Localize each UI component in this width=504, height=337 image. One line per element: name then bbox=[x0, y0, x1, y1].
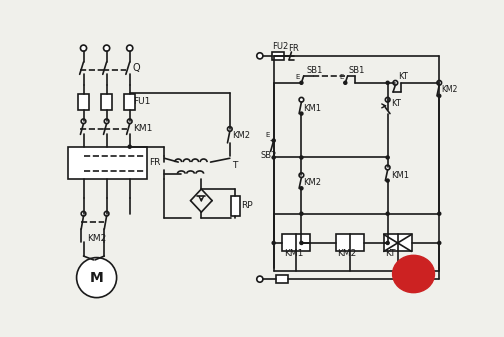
Text: KM1: KM1 bbox=[134, 124, 153, 133]
Circle shape bbox=[344, 81, 347, 84]
Text: KT: KT bbox=[391, 99, 401, 108]
Circle shape bbox=[257, 276, 263, 282]
Circle shape bbox=[386, 97, 390, 102]
Text: -: - bbox=[269, 135, 273, 145]
Circle shape bbox=[300, 81, 303, 84]
Circle shape bbox=[77, 257, 116, 298]
Text: KM2: KM2 bbox=[441, 85, 457, 94]
Text: KT: KT bbox=[386, 249, 396, 258]
Circle shape bbox=[127, 45, 133, 51]
Text: Q: Q bbox=[132, 63, 140, 73]
Circle shape bbox=[386, 241, 389, 244]
Text: SB1: SB1 bbox=[348, 66, 365, 75]
Text: RP: RP bbox=[241, 201, 253, 210]
Circle shape bbox=[300, 241, 303, 244]
Bar bbox=[68, 147, 147, 179]
Text: KM1: KM1 bbox=[391, 171, 409, 180]
Bar bbox=[78, 94, 89, 110]
Circle shape bbox=[300, 187, 303, 190]
Circle shape bbox=[386, 156, 389, 159]
Circle shape bbox=[386, 212, 389, 215]
Circle shape bbox=[128, 145, 131, 148]
Circle shape bbox=[81, 119, 86, 124]
Circle shape bbox=[257, 53, 263, 59]
Circle shape bbox=[300, 112, 303, 115]
Bar bbox=[101, 94, 112, 110]
Bar bbox=[276, 275, 288, 283]
Circle shape bbox=[81, 211, 86, 216]
Circle shape bbox=[299, 173, 304, 178]
Circle shape bbox=[386, 179, 389, 182]
Text: KM2: KM2 bbox=[232, 131, 250, 140]
Circle shape bbox=[104, 211, 109, 216]
Text: T: T bbox=[232, 161, 237, 171]
Text: KM2: KM2 bbox=[303, 178, 321, 187]
Text: FR: FR bbox=[149, 158, 160, 166]
Circle shape bbox=[299, 97, 304, 102]
Circle shape bbox=[300, 212, 303, 215]
Text: FU2: FU2 bbox=[272, 42, 288, 51]
Circle shape bbox=[386, 165, 390, 170]
Text: KM1: KM1 bbox=[303, 104, 321, 113]
Bar bbox=[282, 235, 310, 251]
Circle shape bbox=[128, 119, 132, 124]
Circle shape bbox=[437, 81, 442, 85]
Text: KT: KT bbox=[399, 72, 408, 81]
Text: -: - bbox=[299, 77, 302, 87]
Circle shape bbox=[81, 45, 87, 51]
Bar bbox=[384, 235, 412, 251]
Circle shape bbox=[437, 94, 441, 97]
Text: M: M bbox=[90, 271, 103, 285]
Circle shape bbox=[437, 212, 441, 215]
Circle shape bbox=[103, 45, 110, 51]
Text: FR: FR bbox=[288, 43, 299, 53]
Text: E: E bbox=[295, 74, 300, 81]
Circle shape bbox=[272, 139, 275, 142]
Circle shape bbox=[437, 241, 441, 244]
Text: FU1: FU1 bbox=[134, 97, 151, 106]
Circle shape bbox=[272, 241, 275, 244]
Text: E: E bbox=[339, 74, 344, 81]
Text: SB1: SB1 bbox=[306, 66, 323, 75]
Text: E: E bbox=[265, 132, 270, 138]
Text: KM2: KM2 bbox=[87, 234, 107, 243]
Bar bbox=[336, 235, 364, 251]
Text: SB2: SB2 bbox=[261, 151, 277, 160]
Circle shape bbox=[393, 81, 398, 85]
Text: KM2: KM2 bbox=[338, 249, 357, 258]
Text: -: - bbox=[343, 77, 346, 87]
Circle shape bbox=[227, 127, 232, 131]
Bar bbox=[272, 52, 284, 60]
Circle shape bbox=[386, 81, 389, 84]
Circle shape bbox=[300, 156, 303, 159]
Bar bbox=[231, 196, 240, 216]
Circle shape bbox=[104, 119, 109, 124]
Bar bbox=[124, 94, 135, 110]
Circle shape bbox=[272, 156, 275, 159]
Text: KM1: KM1 bbox=[284, 249, 303, 258]
